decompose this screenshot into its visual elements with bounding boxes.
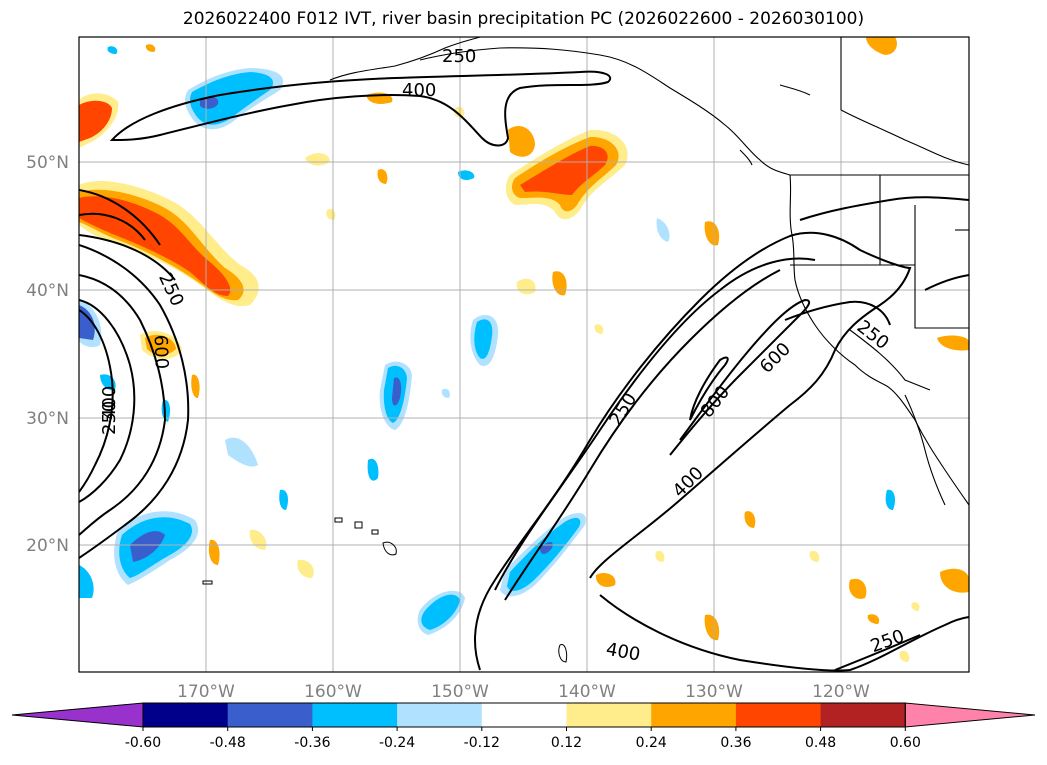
colorbar-tick-label: 0.24 — [636, 735, 667, 751]
colorbar-extension-low — [11, 702, 144, 728]
colorbar-segment — [566, 703, 652, 727]
colorbar-tick-label: -0.12 — [464, 735, 500, 751]
colorbar-tick-label: -0.48 — [210, 735, 246, 751]
lon-label: 160°W — [304, 682, 362, 702]
colorbar-tick-label: 0.36 — [720, 735, 751, 751]
coastlines — [329, 37, 969, 506]
colorbar-frame — [142, 702, 906, 728]
contour-label: 400 — [99, 386, 120, 420]
lon-label: 150°W — [431, 682, 489, 702]
colorbar-extension-high — [904, 702, 1036, 728]
precip-shading — [79, 37, 969, 662]
contour-label: 400 — [402, 80, 436, 101]
ivt-contours — [79, 70, 969, 672]
lat-label: 50°N — [26, 153, 69, 173]
colorbar-segment — [735, 703, 822, 727]
colorbar-segment — [820, 703, 906, 727]
latitude-labels: 50°N 40°N 30°N 20°N — [26, 153, 69, 556]
colorbar — [11, 702, 1036, 728]
islands — [202, 517, 568, 663]
colorbar-segment — [397, 703, 483, 727]
longitude-labels: 170°W 160°W 150°W 140°W 130°W 120°W — [177, 682, 870, 702]
colorbar-tick-label: 0.48 — [805, 735, 836, 751]
colorbar-segment — [227, 703, 313, 727]
graticule — [79, 37, 969, 672]
lon-label: 120°W — [812, 682, 870, 702]
colorbar-tick-label: 0.60 — [890, 735, 921, 751]
map-title: 2026022400 F012 IVT, river basin precipi… — [182, 9, 865, 29]
colorbar-segment — [651, 703, 737, 727]
colorbar-segment — [312, 703, 398, 727]
contour-label: 250 — [99, 401, 120, 435]
colorbar-tick-label: 0.12 — [551, 735, 582, 751]
contour-label: 600 — [150, 334, 172, 369]
colorbar-tick-label: -0.60 — [125, 735, 161, 751]
lat-label: 40°N — [26, 281, 69, 301]
contour-label: 250 — [442, 46, 476, 67]
colorbar-tick-label: -0.24 — [379, 735, 415, 751]
lat-label: 30°N — [26, 409, 69, 429]
colorbar-segment — [481, 703, 567, 727]
lon-label: 130°W — [685, 682, 743, 702]
colorbar-segment — [143, 703, 229, 727]
lon-label: 140°W — [558, 682, 616, 702]
lat-label: 20°N — [26, 536, 69, 556]
lon-label: 170°W — [177, 682, 235, 702]
map-panel: 250 400 250 600 400 250 250 600 800 400 … — [79, 37, 969, 672]
colorbar-tick-labels: -0.60 -0.48 -0.36 -0.24 -0.12 0.12 0.24 0.36 0.4… — [125, 727, 921, 751]
map-frame — [78, 36, 970, 673]
colorbar-tick-label: -0.36 — [294, 735, 330, 751]
